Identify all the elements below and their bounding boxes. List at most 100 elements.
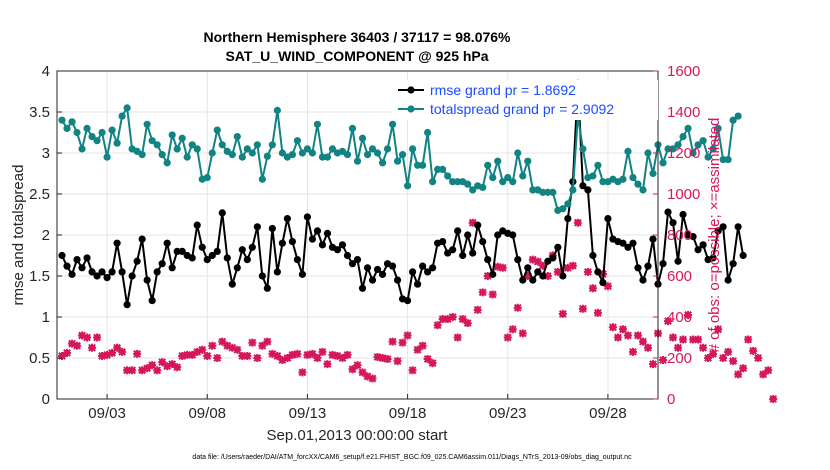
obs-assimilated-marker xyxy=(253,354,262,362)
rmse-marker xyxy=(734,223,742,231)
obs-assimilated-marker xyxy=(308,349,317,358)
rmse-marker xyxy=(263,284,271,292)
y-left-tick-label: 2 xyxy=(42,227,50,244)
obs-assimilated-marker xyxy=(313,354,322,362)
rmse-marker xyxy=(679,210,687,219)
obs-assimilated-marker xyxy=(98,351,107,360)
obs-assimilated-marker xyxy=(734,370,743,379)
obs-assimilated-marker xyxy=(78,331,87,340)
obs-assimilated-marker xyxy=(498,263,507,272)
obs-possible-marker xyxy=(604,283,612,290)
totalspread-marker xyxy=(734,112,742,120)
obs-possible-marker xyxy=(730,357,737,365)
obs-possible-marker xyxy=(664,318,672,325)
rmse-marker xyxy=(604,215,612,223)
obs-assimilated-marker xyxy=(193,347,202,356)
obs-assimilated-marker xyxy=(478,288,487,297)
obs-assimilated-marker xyxy=(463,319,472,328)
rmse-marker xyxy=(584,186,592,194)
totalspread-marker xyxy=(624,147,632,155)
totalspread-marker xyxy=(253,141,261,149)
obs-assimilated-marker xyxy=(118,347,127,356)
obs-assimilated-marker xyxy=(303,350,312,359)
obs-assimilated-marker xyxy=(153,366,162,375)
totalspread-marker xyxy=(439,165,447,173)
x-tick-label: 09/18 xyxy=(389,405,427,422)
rmse-marker xyxy=(98,268,106,276)
rmse-marker xyxy=(469,249,477,257)
obs-assimilated-marker xyxy=(163,362,172,371)
obs-possible-marker xyxy=(745,336,752,343)
obs-assimilated-marker xyxy=(669,333,678,342)
rmse-marker xyxy=(459,251,467,260)
rmse-marker xyxy=(489,270,497,278)
rmse-marker xyxy=(579,182,587,190)
y-left-tick-label: 1.5 xyxy=(29,268,50,285)
obs-assimilated-marker xyxy=(558,309,567,318)
y-right-tick-label: 600 xyxy=(667,268,692,285)
y-right-tick-label: 1400 xyxy=(667,104,700,121)
obs-assimilated-marker xyxy=(93,333,102,342)
obs-assimilated-marker xyxy=(538,261,547,270)
obs-assimilated-marker xyxy=(348,365,357,374)
y-left-tick-label: 4 xyxy=(42,63,50,80)
rmse-marker xyxy=(228,280,236,288)
rmse-marker xyxy=(308,235,317,243)
x-ticks: 09/03 09/08 09/13 09/18 09/23 09/28 xyxy=(88,394,627,422)
obs-possible-marker xyxy=(659,356,667,364)
totalspread-marker xyxy=(519,172,527,180)
totalspread-marker xyxy=(403,182,412,190)
rmse-marker xyxy=(73,256,81,264)
obs-assimilated-marker xyxy=(543,272,552,280)
obs-possible-marker xyxy=(394,357,401,365)
obs-assimilated-marker xyxy=(108,348,117,357)
obs-possible-marker xyxy=(579,305,586,312)
rmse-marker xyxy=(719,223,727,231)
obs-possible-marker xyxy=(219,338,226,345)
obs-possible-marker xyxy=(499,264,506,271)
obs-possible-marker xyxy=(83,334,91,341)
obs-possible-marker xyxy=(679,336,687,343)
totalspread-marker xyxy=(444,172,452,180)
obs-assimilated-marker xyxy=(628,347,637,356)
obs-assimilated-marker xyxy=(393,357,402,366)
obs-possible-marker xyxy=(354,362,361,369)
obs-possible-marker xyxy=(264,338,271,345)
obs-assimilated-marker xyxy=(413,345,422,354)
totalspread-marker xyxy=(78,145,86,153)
obs-assimilated-marker xyxy=(563,263,572,272)
rmse-marker xyxy=(449,246,457,254)
totalspread-marker xyxy=(674,141,682,149)
rmse-series xyxy=(58,79,747,309)
obs-assimilated-marker xyxy=(243,351,252,360)
legend-rmse-label: rmse grand pr = 1.8692 xyxy=(430,82,576,98)
rmse-marker xyxy=(424,268,432,276)
obs-assimilated-marker xyxy=(368,374,377,383)
obs-assimilated-marker xyxy=(488,290,497,299)
rmse-marker xyxy=(494,231,502,239)
totalspread-marker xyxy=(649,169,657,178)
totalspread-marker xyxy=(644,149,652,157)
rmse-marker xyxy=(293,256,301,264)
obs-assimilated-marker xyxy=(278,356,287,365)
x-tick-label: 09/28 xyxy=(589,405,627,422)
obs-possible-marker xyxy=(404,332,411,339)
totalspread-marker xyxy=(564,200,572,208)
totalspread-marker xyxy=(203,174,211,182)
totalspread-marker xyxy=(704,153,712,161)
totalspread-marker xyxy=(183,153,191,161)
obs-possible-marker xyxy=(334,352,341,360)
rmse-marker xyxy=(649,235,657,243)
rmse-marker xyxy=(103,274,111,282)
totalspread-line xyxy=(61,106,739,212)
obs-assimilated-marker xyxy=(123,366,132,375)
totalspread-marker xyxy=(388,120,397,128)
rmse-marker xyxy=(268,224,276,233)
totalspread-marker xyxy=(383,145,392,153)
rmse-marker xyxy=(689,233,697,241)
totalspread-marker xyxy=(524,157,532,165)
totalspread-marker xyxy=(719,155,727,164)
obs-possible-marker xyxy=(93,334,101,341)
y-right-tick-label: 0 xyxy=(667,391,675,408)
obs-possible-marker xyxy=(249,339,256,346)
